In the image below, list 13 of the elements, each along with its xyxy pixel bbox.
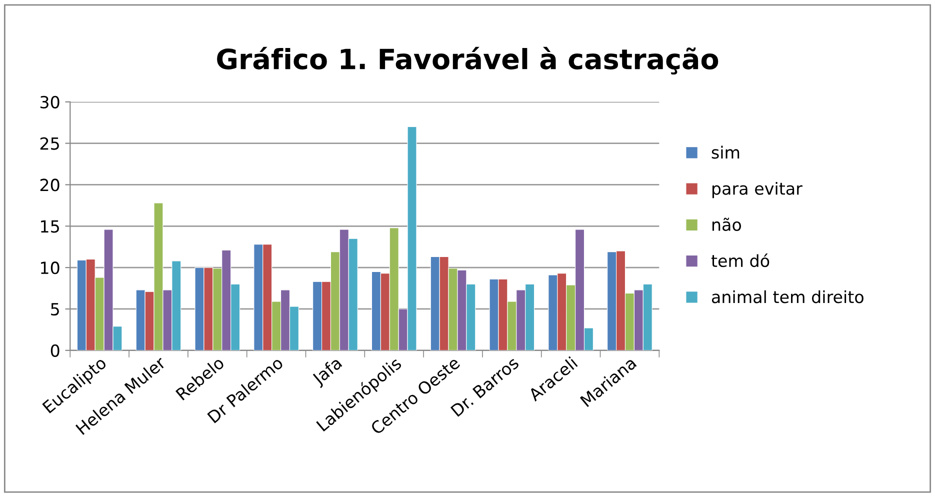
y-tick-label: 25	[40, 137, 59, 150]
legend-label: sim	[712, 146, 740, 159]
chart-title: Gráfico 1. Favorável à castração	[217, 46, 718, 75]
y-tick-label: 20	[40, 178, 60, 192]
y-tick-label: 0	[50, 344, 60, 357]
y-tick-label: 15	[41, 220, 59, 233]
legend-label: não	[712, 218, 742, 231]
legend-label: tem dó	[711, 254, 770, 268]
y-tick-label: 10	[41, 262, 60, 274]
legend-label: para evitar	[712, 182, 802, 198]
legend-label: animal tem direito	[712, 290, 864, 304]
y-tick-label: 30	[40, 96, 60, 108]
y-tick-label: 5	[51, 303, 59, 316]
